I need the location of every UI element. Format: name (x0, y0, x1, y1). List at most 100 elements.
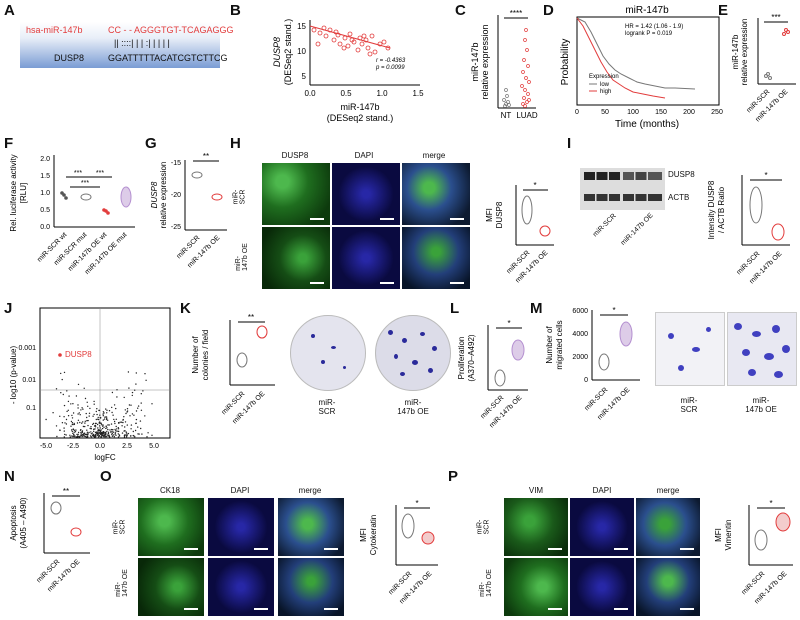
volcano-point (105, 436, 107, 438)
volcano-point (98, 429, 101, 431)
volcano-point (128, 404, 131, 406)
volcano-point (114, 422, 116, 425)
y-axis-label: DUSP8 (150, 181, 159, 208)
micrograph-merge-scr (636, 498, 700, 556)
legend-high: high (600, 89, 611, 95)
micrograph-vim-oe (504, 558, 568, 616)
volcano-point (120, 421, 123, 423)
significance: ** (203, 152, 209, 161)
volcano-point (70, 425, 72, 427)
volcano-point (55, 388, 58, 390)
volcano-point (140, 427, 142, 430)
volcano-point (67, 409, 70, 411)
volcano-point (92, 434, 94, 436)
micrograph-merge-scr (278, 498, 344, 556)
volcano-point (95, 422, 97, 425)
y-axis-label: Number of (191, 336, 200, 374)
micrograph-dapi-oe (570, 558, 634, 616)
volcano-point (97, 427, 99, 429)
volcano-point (139, 420, 142, 422)
volcano-point (65, 418, 68, 421)
volcano-point (71, 417, 74, 419)
volcano-point (103, 433, 105, 435)
volcano-point (95, 431, 98, 433)
y-axis-label: relative expression (740, 19, 749, 86)
volcano-point (88, 412, 91, 414)
panel-label-f: F (4, 135, 14, 152)
volcano-point (98, 431, 100, 433)
volcano-point (123, 430, 125, 432)
volcano-point (126, 434, 128, 436)
scale-bar (450, 282, 464, 284)
volcano-point (83, 432, 86, 434)
significance: **** (510, 9, 522, 18)
volcano-point (92, 423, 94, 426)
volcano-point (135, 383, 137, 385)
volcano-point (72, 428, 75, 431)
ytick: 0.001 (18, 345, 36, 352)
col-title: merge (656, 486, 680, 495)
volcano-point (99, 414, 101, 416)
volcano-point (93, 425, 96, 427)
volcano-point (134, 429, 137, 432)
volcano-point (80, 409, 82, 411)
scale-bar (310, 282, 324, 284)
nt-vs-luad-plot: **** NT LUAD miR-147b relative expressio… (470, 9, 538, 120)
y-axis-label: miR-147b (731, 34, 740, 69)
lane-group: miR-147b OE (619, 212, 655, 247)
panel-label-i: I (567, 135, 572, 152)
ytick: 0.0 (40, 224, 50, 231)
y-axis-label: (A370–A492) (467, 334, 476, 381)
micrograph-merge-oe (402, 227, 470, 289)
volcano-point (98, 409, 101, 412)
volcano-point (137, 407, 139, 409)
volcano-point (100, 436, 103, 438)
col-title: DAPI (354, 151, 374, 160)
volcano-point (87, 405, 89, 407)
volcano-point (71, 422, 74, 424)
volcano-point (77, 404, 79, 406)
volcano-point (97, 429, 99, 431)
xtick: -5.0 (40, 443, 52, 450)
row-label: miR- 147b OE (234, 243, 249, 271)
volcano-point (96, 413, 98, 416)
scale-bar (254, 548, 268, 550)
volcano-point (113, 420, 116, 423)
panel-label-j: J (4, 300, 13, 317)
volcano-point (76, 433, 78, 436)
volcano-point (121, 425, 123, 427)
volcano-point (117, 433, 120, 435)
volcano-point (142, 390, 144, 392)
volcano-point (97, 436, 100, 438)
volcano-point (105, 416, 107, 418)
volcano-point (77, 431, 80, 434)
volcano-point (103, 412, 105, 414)
panel-label-o: O (100, 468, 112, 485)
ytick: 0.1 (26, 405, 36, 412)
volcano-point (85, 433, 88, 436)
dusp8-band-row (584, 172, 662, 180)
volcano-point (114, 433, 116, 435)
significance: * (764, 171, 767, 180)
volcano-point (102, 415, 105, 417)
volcano-point (124, 421, 127, 423)
volcano-point (135, 372, 137, 374)
volcano-point (55, 425, 58, 427)
volcano-point (59, 429, 61, 431)
volcano-point (102, 424, 104, 426)
xtick: 2.5 (122, 443, 132, 450)
apoptosis-plot: ** miR-SCR miR-147b OE Apoptosis (A405 –… (9, 487, 90, 593)
volcano-point (90, 431, 92, 433)
volcano-point (146, 436, 148, 438)
xtick: miR-147b OE (514, 249, 549, 284)
volcano-point (85, 436, 88, 438)
actb-band-row (584, 194, 662, 201)
row-label: miR- SCR (232, 189, 247, 205)
scatter-points (311, 25, 391, 57)
volcano-point (105, 408, 107, 410)
xtick: 0.0 (304, 89, 316, 98)
y-axis-label: Intensity DUSP8 (707, 180, 716, 239)
volcano-point (129, 415, 131, 417)
volcano-point (130, 404, 132, 406)
base-pairing: || ::::| | | :| | | | | (114, 38, 170, 48)
